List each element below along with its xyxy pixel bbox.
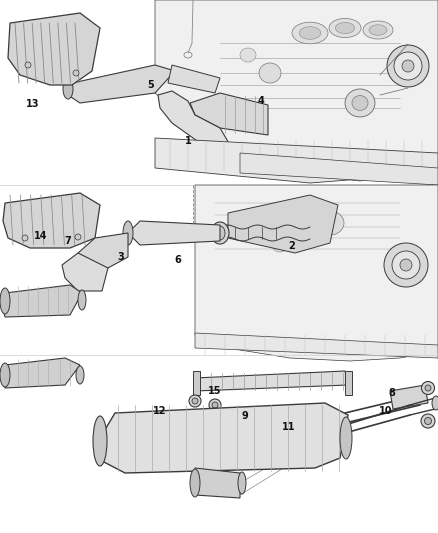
Polygon shape [100,403,348,473]
Ellipse shape [0,288,10,314]
Polygon shape [128,221,220,245]
Ellipse shape [345,89,375,117]
Ellipse shape [400,259,412,271]
Ellipse shape [432,396,438,410]
Polygon shape [195,333,438,358]
Ellipse shape [259,63,281,83]
Ellipse shape [352,95,368,110]
Ellipse shape [387,45,429,87]
Polygon shape [240,153,438,185]
Ellipse shape [238,472,246,494]
Text: 9: 9 [242,411,249,421]
Text: 10: 10 [379,407,392,416]
Ellipse shape [421,382,434,394]
Ellipse shape [340,417,352,459]
Polygon shape [2,358,80,388]
Ellipse shape [215,226,225,240]
Ellipse shape [78,290,86,310]
Ellipse shape [299,27,321,39]
Text: 4: 4 [257,96,264,106]
Ellipse shape [424,417,431,424]
Ellipse shape [402,60,414,72]
Ellipse shape [189,395,201,407]
Polygon shape [228,195,338,253]
Polygon shape [155,0,438,181]
Ellipse shape [212,402,218,408]
Ellipse shape [295,229,315,247]
Ellipse shape [22,235,28,241]
Text: 7: 7 [64,236,71,246]
Ellipse shape [369,25,387,35]
Ellipse shape [73,70,79,76]
Ellipse shape [75,234,81,240]
Text: 3: 3 [117,252,124,262]
Text: 15: 15 [208,386,221,395]
Ellipse shape [212,228,218,238]
Ellipse shape [425,385,431,391]
Polygon shape [193,371,200,395]
Polygon shape [345,371,352,395]
Polygon shape [190,93,268,135]
Ellipse shape [211,222,229,244]
Polygon shape [390,385,428,409]
Ellipse shape [421,414,435,428]
Ellipse shape [394,52,422,80]
Polygon shape [78,233,128,268]
Ellipse shape [76,366,84,384]
Text: 12: 12 [153,407,166,416]
Polygon shape [168,65,220,93]
Polygon shape [155,138,438,183]
Ellipse shape [192,398,198,404]
Polygon shape [68,65,175,103]
Polygon shape [2,285,82,317]
Ellipse shape [0,363,10,387]
Ellipse shape [336,22,355,34]
Text: 5: 5 [148,80,155,90]
Text: 2: 2 [288,241,295,251]
Polygon shape [3,193,100,248]
Text: 6: 6 [174,255,181,264]
Polygon shape [62,253,108,291]
Text: 1: 1 [185,136,192,146]
Ellipse shape [25,62,31,68]
Ellipse shape [329,19,361,38]
Polygon shape [8,13,100,85]
Ellipse shape [240,48,256,62]
Ellipse shape [209,399,221,411]
Ellipse shape [93,416,107,466]
Ellipse shape [363,21,393,39]
Text: 8: 8 [389,388,396,398]
Text: 13: 13 [26,99,39,109]
Ellipse shape [392,251,420,279]
Polygon shape [195,371,348,391]
Polygon shape [195,468,240,498]
Text: 11: 11 [283,423,296,432]
Ellipse shape [384,243,428,287]
Polygon shape [195,185,438,361]
Ellipse shape [63,79,73,99]
Ellipse shape [190,469,200,497]
Polygon shape [158,91,230,153]
Ellipse shape [316,211,344,235]
Ellipse shape [272,238,288,252]
Text: 14: 14 [34,231,47,240]
Ellipse shape [123,221,133,245]
Ellipse shape [292,22,328,44]
